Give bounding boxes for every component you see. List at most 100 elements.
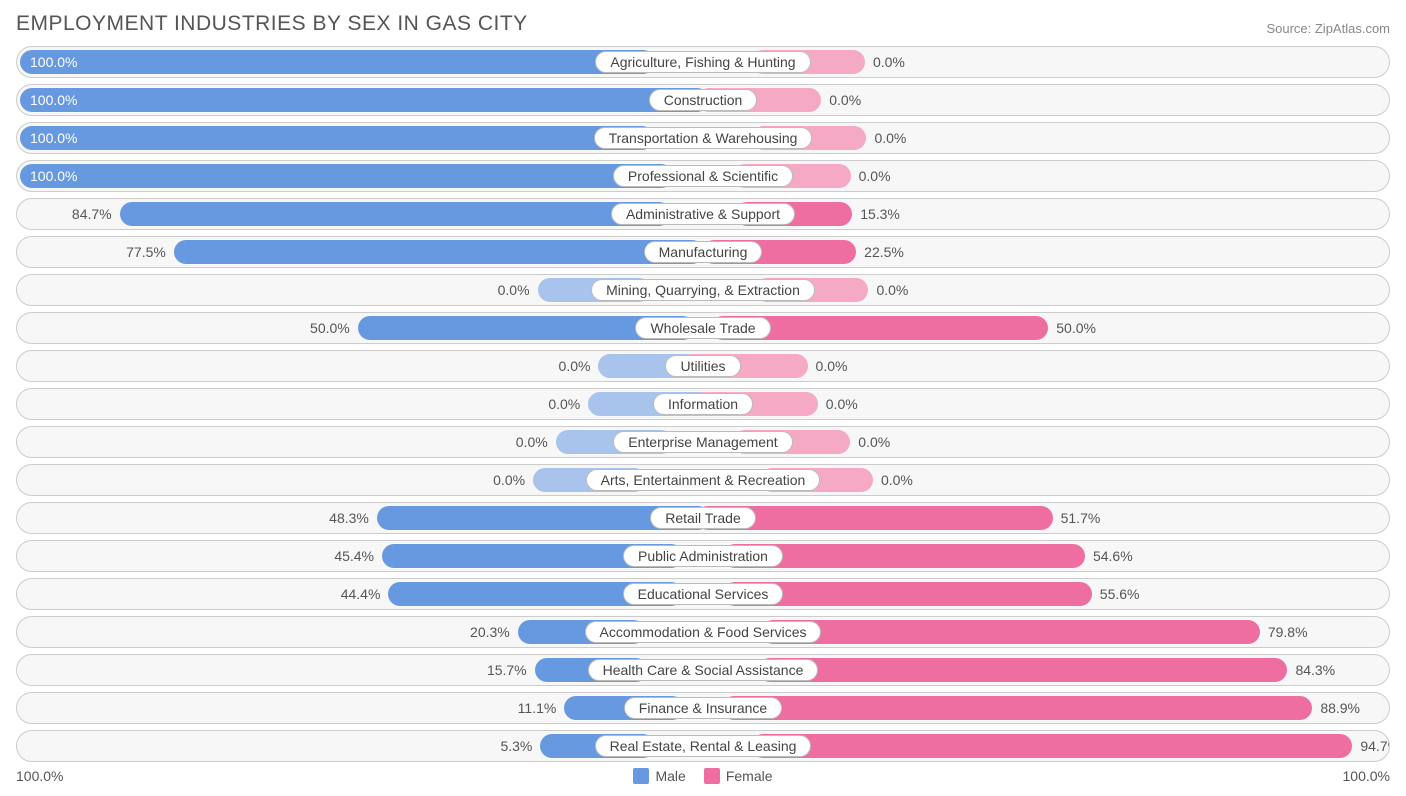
male-bar <box>174 240 704 264</box>
male-bar <box>564 696 683 720</box>
female-bar <box>702 240 856 264</box>
chart-row: 100.0%Agriculture, Fishing & Hunting0.0% <box>16 46 1390 78</box>
male-pct-label: 0.0% <box>498 282 530 298</box>
chart-footer: 100.0% Male Female 100.0% <box>16 768 1390 784</box>
chart-row: 0.0%Arts, Entertainment & Recreation0.0% <box>16 464 1390 496</box>
male-pct-label: 50.0% <box>310 320 350 336</box>
male-bar: 100.0% <box>20 88 709 112</box>
female-pct-label: 22.5% <box>864 244 904 260</box>
female-bar <box>693 392 818 416</box>
male-pct-label: 48.3% <box>329 510 369 526</box>
chart-row: 84.7%Administrative & Support15.3% <box>16 198 1390 230</box>
female-bar <box>723 582 1091 606</box>
female-bar <box>681 354 808 378</box>
chart-row: 100.0%Construction0.0% <box>16 84 1390 116</box>
female-pct-label: 0.0% <box>858 434 890 450</box>
chart-row: 15.7%Health Care & Social Assistance84.3… <box>16 654 1390 686</box>
male-bar <box>538 278 652 302</box>
chart-row: 20.3%Accommodation & Food Services79.8% <box>16 616 1390 648</box>
female-pct-label: 0.0% <box>876 282 908 298</box>
chart-row: 100.0%Professional & Scientific0.0% <box>16 160 1390 192</box>
female-bar <box>733 164 851 188</box>
male-bar <box>535 658 648 682</box>
legend-label-female: Female <box>726 768 773 784</box>
male-pct-label: 100.0% <box>30 92 77 108</box>
male-bar <box>388 582 682 606</box>
female-bar <box>722 696 1312 720</box>
female-bar <box>735 202 852 226</box>
male-pct-label: 100.0% <box>30 54 77 70</box>
legend-item-female: Female <box>704 768 773 784</box>
chart-row: 50.0%Wholesale Trade50.0% <box>16 312 1390 344</box>
female-pct-label: 0.0% <box>859 168 891 184</box>
axis-left-label: 100.0% <box>16 768 63 784</box>
male-pct-label: 0.0% <box>516 434 548 450</box>
male-pct-label: 5.3% <box>500 738 532 754</box>
male-bar <box>377 506 710 530</box>
male-bar: 100.0% <box>20 164 673 188</box>
female-bar <box>723 544 1085 568</box>
legend-item-male: Male <box>633 768 685 784</box>
female-pct-label: 0.0% <box>829 92 861 108</box>
legend: Male Female <box>633 768 772 784</box>
male-bar <box>533 468 646 492</box>
female-pct-label: 15.3% <box>860 206 900 222</box>
female-pct-label: 0.0% <box>816 358 848 374</box>
female-pct-label: 0.0% <box>874 130 906 146</box>
male-pct-label: 84.7% <box>72 206 112 222</box>
female-bar <box>697 88 821 112</box>
male-bar: 100.0% <box>20 126 654 150</box>
male-pct-label: 0.0% <box>548 396 580 412</box>
female-pct-label: 0.0% <box>826 396 858 412</box>
chart-row: 45.4%Public Administration54.6% <box>16 540 1390 572</box>
legend-swatch-female <box>704 768 720 784</box>
male-pct-label: 0.0% <box>493 472 525 488</box>
chart-title: EMPLOYMENT INDUSTRIES BY SEX IN GAS CITY <box>16 12 528 36</box>
female-pct-label: 79.8% <box>1268 624 1308 640</box>
male-pct-label: 44.4% <box>341 586 381 602</box>
chart-row: 5.3%Real Estate, Rental & Leasing94.7% <box>16 730 1390 762</box>
diverging-bar-chart: 100.0%Agriculture, Fishing & Hunting0.0%… <box>16 46 1390 762</box>
male-bar: 100.0% <box>20 50 655 74</box>
female-pct-label: 0.0% <box>873 54 905 70</box>
legend-label-male: Male <box>655 768 685 784</box>
chart-row: 48.3%Retail Trade51.7% <box>16 502 1390 534</box>
male-bar <box>358 316 696 340</box>
male-bar <box>382 544 683 568</box>
chart-row: 44.4%Educational Services55.6% <box>16 578 1390 610</box>
male-pct-label: 45.4% <box>334 548 374 564</box>
female-bar <box>733 430 851 454</box>
female-bar <box>752 126 866 150</box>
male-pct-label: 100.0% <box>30 130 77 146</box>
female-pct-label: 54.6% <box>1093 548 1133 564</box>
female-bar <box>751 50 865 74</box>
female-bar <box>751 734 1352 758</box>
female-bar <box>758 658 1287 682</box>
male-pct-label: 20.3% <box>470 624 510 640</box>
male-pct-label: 77.5% <box>126 244 166 260</box>
male-pct-label: 100.0% <box>30 168 77 184</box>
female-pct-label: 51.7% <box>1061 510 1101 526</box>
axis-right-label: 100.0% <box>1343 768 1390 784</box>
male-pct-label: 11.1% <box>518 700 557 716</box>
female-pct-label: 84.3% <box>1295 662 1335 678</box>
female-pct-label: 50.0% <box>1056 320 1096 336</box>
male-bar <box>120 202 671 226</box>
female-pct-label: 88.9% <box>1320 700 1360 716</box>
chart-row: 0.0%Utilities0.0% <box>16 350 1390 382</box>
chart-row: 11.1%Finance & Insurance88.9% <box>16 692 1390 724</box>
male-bar <box>518 620 645 644</box>
female-bar <box>755 278 869 302</box>
female-pct-label: 55.6% <box>1100 586 1140 602</box>
chart-row: 0.0%Mining, Quarrying, & Extraction0.0% <box>16 274 1390 306</box>
female-pct-label: 0.0% <box>881 472 913 488</box>
chart-header: EMPLOYMENT INDUSTRIES BY SEX IN GAS CITY… <box>16 12 1390 36</box>
male-pct-label: 0.0% <box>559 358 591 374</box>
female-pct-label: 94.7% <box>1360 738 1390 754</box>
chart-row: 77.5%Manufacturing22.5% <box>16 236 1390 268</box>
male-pct-label: 15.7% <box>487 662 527 678</box>
female-bar <box>711 316 1049 340</box>
female-bar <box>696 506 1053 530</box>
male-bar <box>556 430 674 454</box>
female-bar <box>761 620 1259 644</box>
